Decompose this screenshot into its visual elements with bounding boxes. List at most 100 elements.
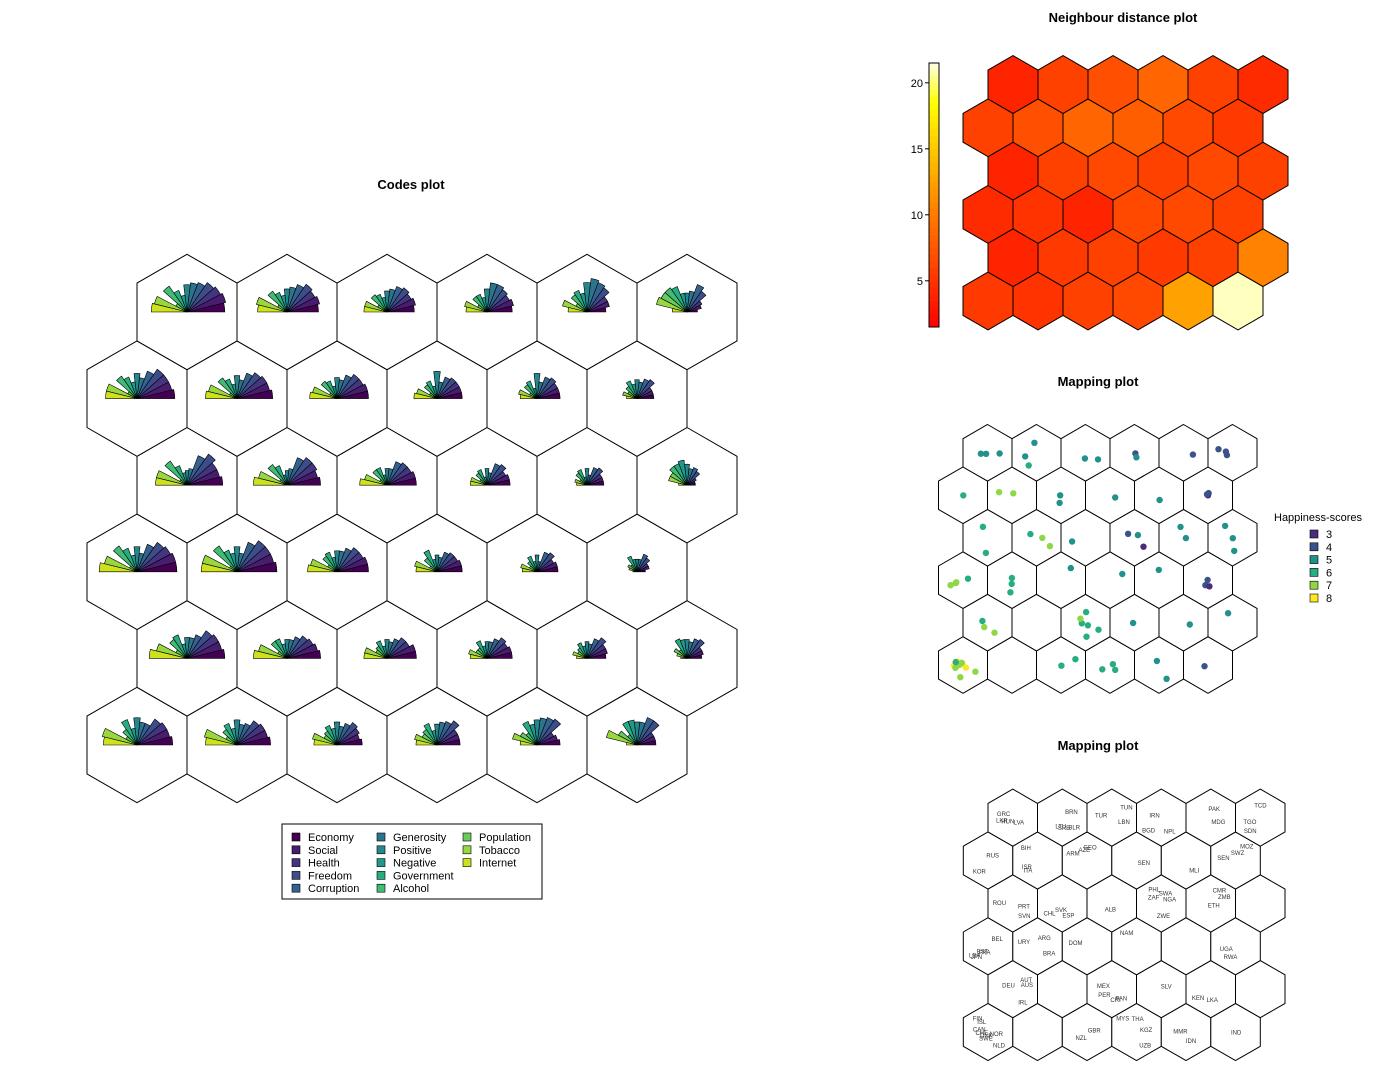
mapping-point (1189, 451, 1197, 458)
codes-fan-segment (223, 723, 238, 746)
codes-fan-segment (336, 556, 368, 573)
mapping-point (977, 450, 985, 457)
codes-fan-segment (257, 304, 288, 313)
codes-fan-segment (286, 636, 301, 659)
codes-fan-segment (186, 282, 215, 313)
country-code-label: CHL (1043, 912, 1056, 918)
codes-fan-segment (586, 637, 607, 659)
colorbar-segment (929, 300, 939, 308)
mapping-point (1229, 535, 1237, 542)
country-code-label: ZAF (1148, 895, 1160, 901)
colorbar-segment (929, 195, 939, 202)
codes-fan-segment (606, 729, 638, 746)
codes-fan-segment (575, 472, 588, 486)
legend-swatch (462, 845, 472, 855)
country-code-label: IRL (1018, 1001, 1028, 1007)
codes-fan-segment (384, 290, 390, 313)
country-code-label: EST (977, 949, 989, 955)
codes-fan-segment (436, 377, 457, 399)
mapping-point (1008, 580, 1015, 588)
codes-fan-segment (233, 375, 241, 399)
country-code-label: BRN (1065, 810, 1078, 816)
codes-fan-segment (686, 284, 705, 313)
mapping-point (1153, 657, 1161, 665)
colorbar-tick-label: 20 (911, 78, 923, 90)
codes-fan-segment (636, 379, 655, 399)
codes-fan-segment (253, 476, 288, 486)
country-code-label: NLD (993, 1043, 1006, 1049)
mapping-point (964, 575, 972, 582)
country-code-label: RWA (1224, 955, 1238, 961)
country-code-label: BRA (1043, 952, 1055, 958)
codes-fan-segment (436, 721, 446, 746)
mapping-point (972, 668, 979, 675)
codes-fan-segment (414, 560, 438, 573)
country-code-label: TGO (1243, 820, 1256, 826)
legend-swatch (291, 883, 301, 893)
codes-fan-segment (680, 656, 688, 659)
codes-fan-segment (136, 370, 155, 399)
codes-fan-segment (519, 394, 538, 399)
codes-fan-segment (186, 468, 194, 486)
country-code-label: FRA (979, 951, 991, 957)
codes-fan-segment (133, 546, 141, 572)
country-code-label: ETH (1208, 904, 1220, 910)
codes-fan-segment (536, 551, 550, 572)
codes-fan-segment (286, 457, 313, 486)
codes-fan-segment (425, 380, 438, 399)
codes-fan-segment (622, 391, 638, 399)
codes-fan-segment (186, 634, 202, 659)
country-code-label: SLV (1161, 985, 1172, 991)
country-code-label: ALB (1105, 907, 1116, 913)
codes-fan-segment (183, 284, 191, 313)
codes-fan-segment (386, 461, 402, 486)
codes-fan-segment (236, 372, 262, 399)
codes-fan-segment (472, 295, 488, 313)
country-code-label: GBR (1088, 1028, 1102, 1034)
legend-swatch (376, 883, 386, 893)
country-code-label: GRC (997, 812, 1011, 818)
colorbar-tick-label: 5 (917, 276, 923, 288)
colorbar-segment (929, 280, 939, 288)
mapping-point (1027, 530, 1034, 538)
codes-plot-title: Codes plot (377, 177, 445, 192)
colorbar-segment (929, 221, 939, 229)
country-code-label: SEN (1217, 856, 1229, 862)
colorbar-segment (929, 109, 939, 117)
colorbar-segment (929, 168, 939, 176)
colorbar-segment (929, 188, 939, 196)
colorbar-segment (929, 241, 939, 249)
codes-fan-segment (204, 728, 238, 746)
colorbar-segment (929, 69, 939, 77)
mapping-point (1109, 661, 1117, 668)
codes-fan-segment (636, 378, 650, 399)
codes-fan-segment (186, 634, 220, 659)
mapping-point (981, 623, 988, 631)
happiness-legend-label: 4 (1326, 542, 1332, 554)
mapping-point (1222, 448, 1230, 455)
happiness-legend-title: Happiness-scores (1274, 512, 1363, 524)
country-code-label: TCD (1254, 804, 1267, 810)
country-code-label: LBA (969, 954, 980, 960)
mapping-point (1077, 615, 1084, 622)
codes-fan-segment (375, 640, 388, 659)
mapping-point (1215, 446, 1222, 453)
mapping-point (1224, 610, 1232, 617)
codes-fan-segment (632, 570, 638, 573)
mapping-point (1067, 564, 1075, 572)
codes-fan-segment (384, 639, 390, 659)
codes-fan-segment (668, 475, 688, 486)
mapping-point (1177, 523, 1184, 531)
country-code-label: CMR (1213, 888, 1227, 894)
country-code-label: RUS (986, 854, 999, 860)
codes-fan-segment (576, 655, 588, 659)
legend-label: Tobacco (479, 845, 520, 857)
mapping-point (1039, 534, 1046, 542)
codes-fan-segment (486, 637, 507, 659)
codes-fan-segment (536, 552, 555, 573)
codes-fan-segment (286, 295, 320, 313)
codes-fan-segment (628, 567, 638, 573)
codes-fan-segment (186, 630, 213, 659)
mapping-point (1155, 566, 1163, 574)
